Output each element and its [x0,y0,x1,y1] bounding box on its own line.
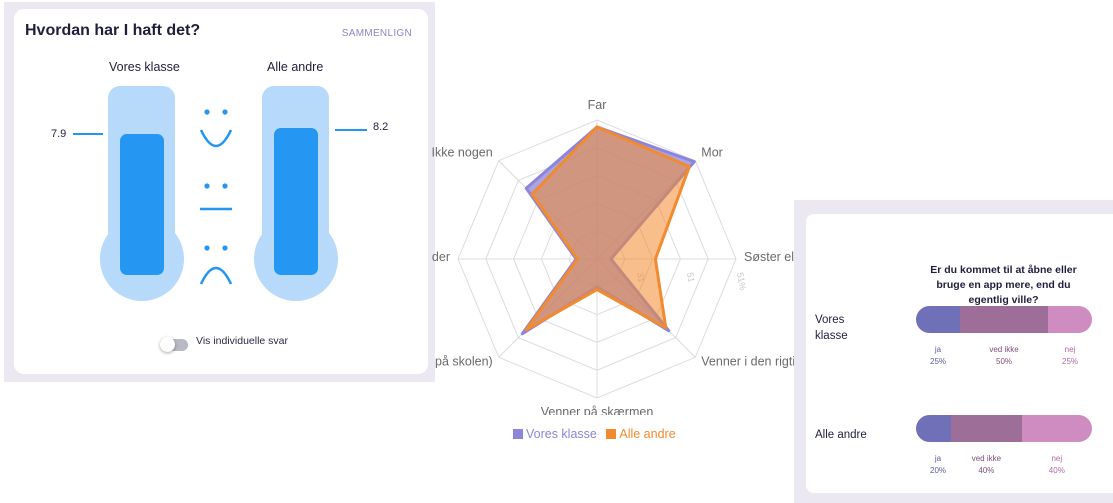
app-usage-card: Er du kommet til at åbne eller bruge en … [806,214,1113,493]
radar-axis-label: Søster eller [744,250,800,264]
legend-item-all-others[interactable]: Alle andre [606,427,676,441]
bar-segment-ved-ikke [960,306,1048,333]
segment-name: nej [1051,454,1063,463]
our-class-fill [120,134,164,275]
bar-segment-nej [1048,306,1092,333]
segment-name: ja [934,454,942,463]
toggle-knob [160,337,175,352]
question-text: Er du kommet til at åbne eller bruge en … [930,264,1077,306]
individual-answers-toggle[interactable] [160,337,188,352]
bar-segment-nej [1021,415,1092,442]
segment-label-ved-ikke: ved ikke 40% [972,453,1001,477]
segment-name: ved ikke [971,454,1002,463]
segment-percent: 40% [1048,466,1065,475]
segment-label-nej: nej 40% [1049,453,1065,477]
segment-label-ved-ikke: ved ikke 50% [989,344,1018,368]
segment-percent: 25% [929,357,947,366]
segment-percent: 25% [1061,357,1079,366]
segment-label-ja: ja 25% [930,344,946,368]
all-others-value-tick [335,129,367,131]
segment-label-ja: ja 20% [930,453,946,477]
all-others-fill [274,128,318,275]
legend-swatch-our-class [513,429,523,439]
legend-item-our-class[interactable]: Vores klasse [513,427,597,441]
card-title: Hvordan har I haft det? [25,22,201,39]
row-label-all-others: Alle andre [815,429,867,441]
all-others-value: 8.2 [373,121,389,133]
our-class-value-tick [73,133,103,135]
legend-swatch-all-others [606,429,617,439]
answer-bar-our-class [916,306,1092,333]
our-class-value: 7.9 [51,128,67,140]
row-label-our-class: Vores klasse [815,314,848,342]
legend-label-all-others: Alle andre [619,427,676,441]
bar-segment-ved-ikke [951,415,1022,442]
radar-axis-label: Venner i den rigtig [701,354,800,368]
smiley-happy-icon [199,109,233,148]
radar-ring-label: 51% [735,272,748,291]
radar-axis-label: Mor [701,146,723,160]
radar-axis-label: Venner på skærmen [541,405,654,415]
segment-name: ved ikke [989,345,1019,354]
smiley-sad-icon [199,245,233,285]
bar-segment-ja [916,415,952,442]
bar-segment-ja [916,306,960,333]
segment-name: nej [1064,345,1076,354]
app-usage-panel: Er du kommet til at åbne eller bruge en … [794,200,1113,503]
all-others-label: Alle andre [267,60,324,74]
radar-legend: Vores klasse Alle andre [513,427,682,442]
segment-percent: 40% [978,466,995,475]
smiley-neutral-icon [200,183,232,211]
wellbeing-card: Hvordan har I haft det? SAMMENLIGN Vores… [14,9,428,374]
radar-axis-label: Far [588,98,607,112]
radar-series-all-others [524,125,691,332]
our-class-label: Vores klasse [109,60,180,74]
radar-chart: 51%5131FarMorSøster ellerVenner i den ri… [432,98,800,415]
legend-label-our-class: Vores klasse [526,427,597,441]
radar-axis-label: Ikke nogen [432,146,493,160]
segment-label-nej: nej 25% [1062,344,1078,368]
answer-bar-all-others [916,415,1092,442]
toggle-label: Vis individuelle svar [196,335,289,347]
radar-axis-label: på skolen) [435,354,493,368]
wellbeing-panel: Hvordan har I haft det? SAMMENLIGN Vores… [4,2,435,382]
radar-axis-label: der [432,250,450,264]
compare-button[interactable]: SAMMENLIGN [341,28,412,39]
segment-percent: 20% [929,466,947,475]
segment-name: ja [934,345,942,354]
mood-faces [199,109,233,285]
radar-ring-label: 51 [685,272,697,284]
segment-percent: 50% [995,357,1013,366]
